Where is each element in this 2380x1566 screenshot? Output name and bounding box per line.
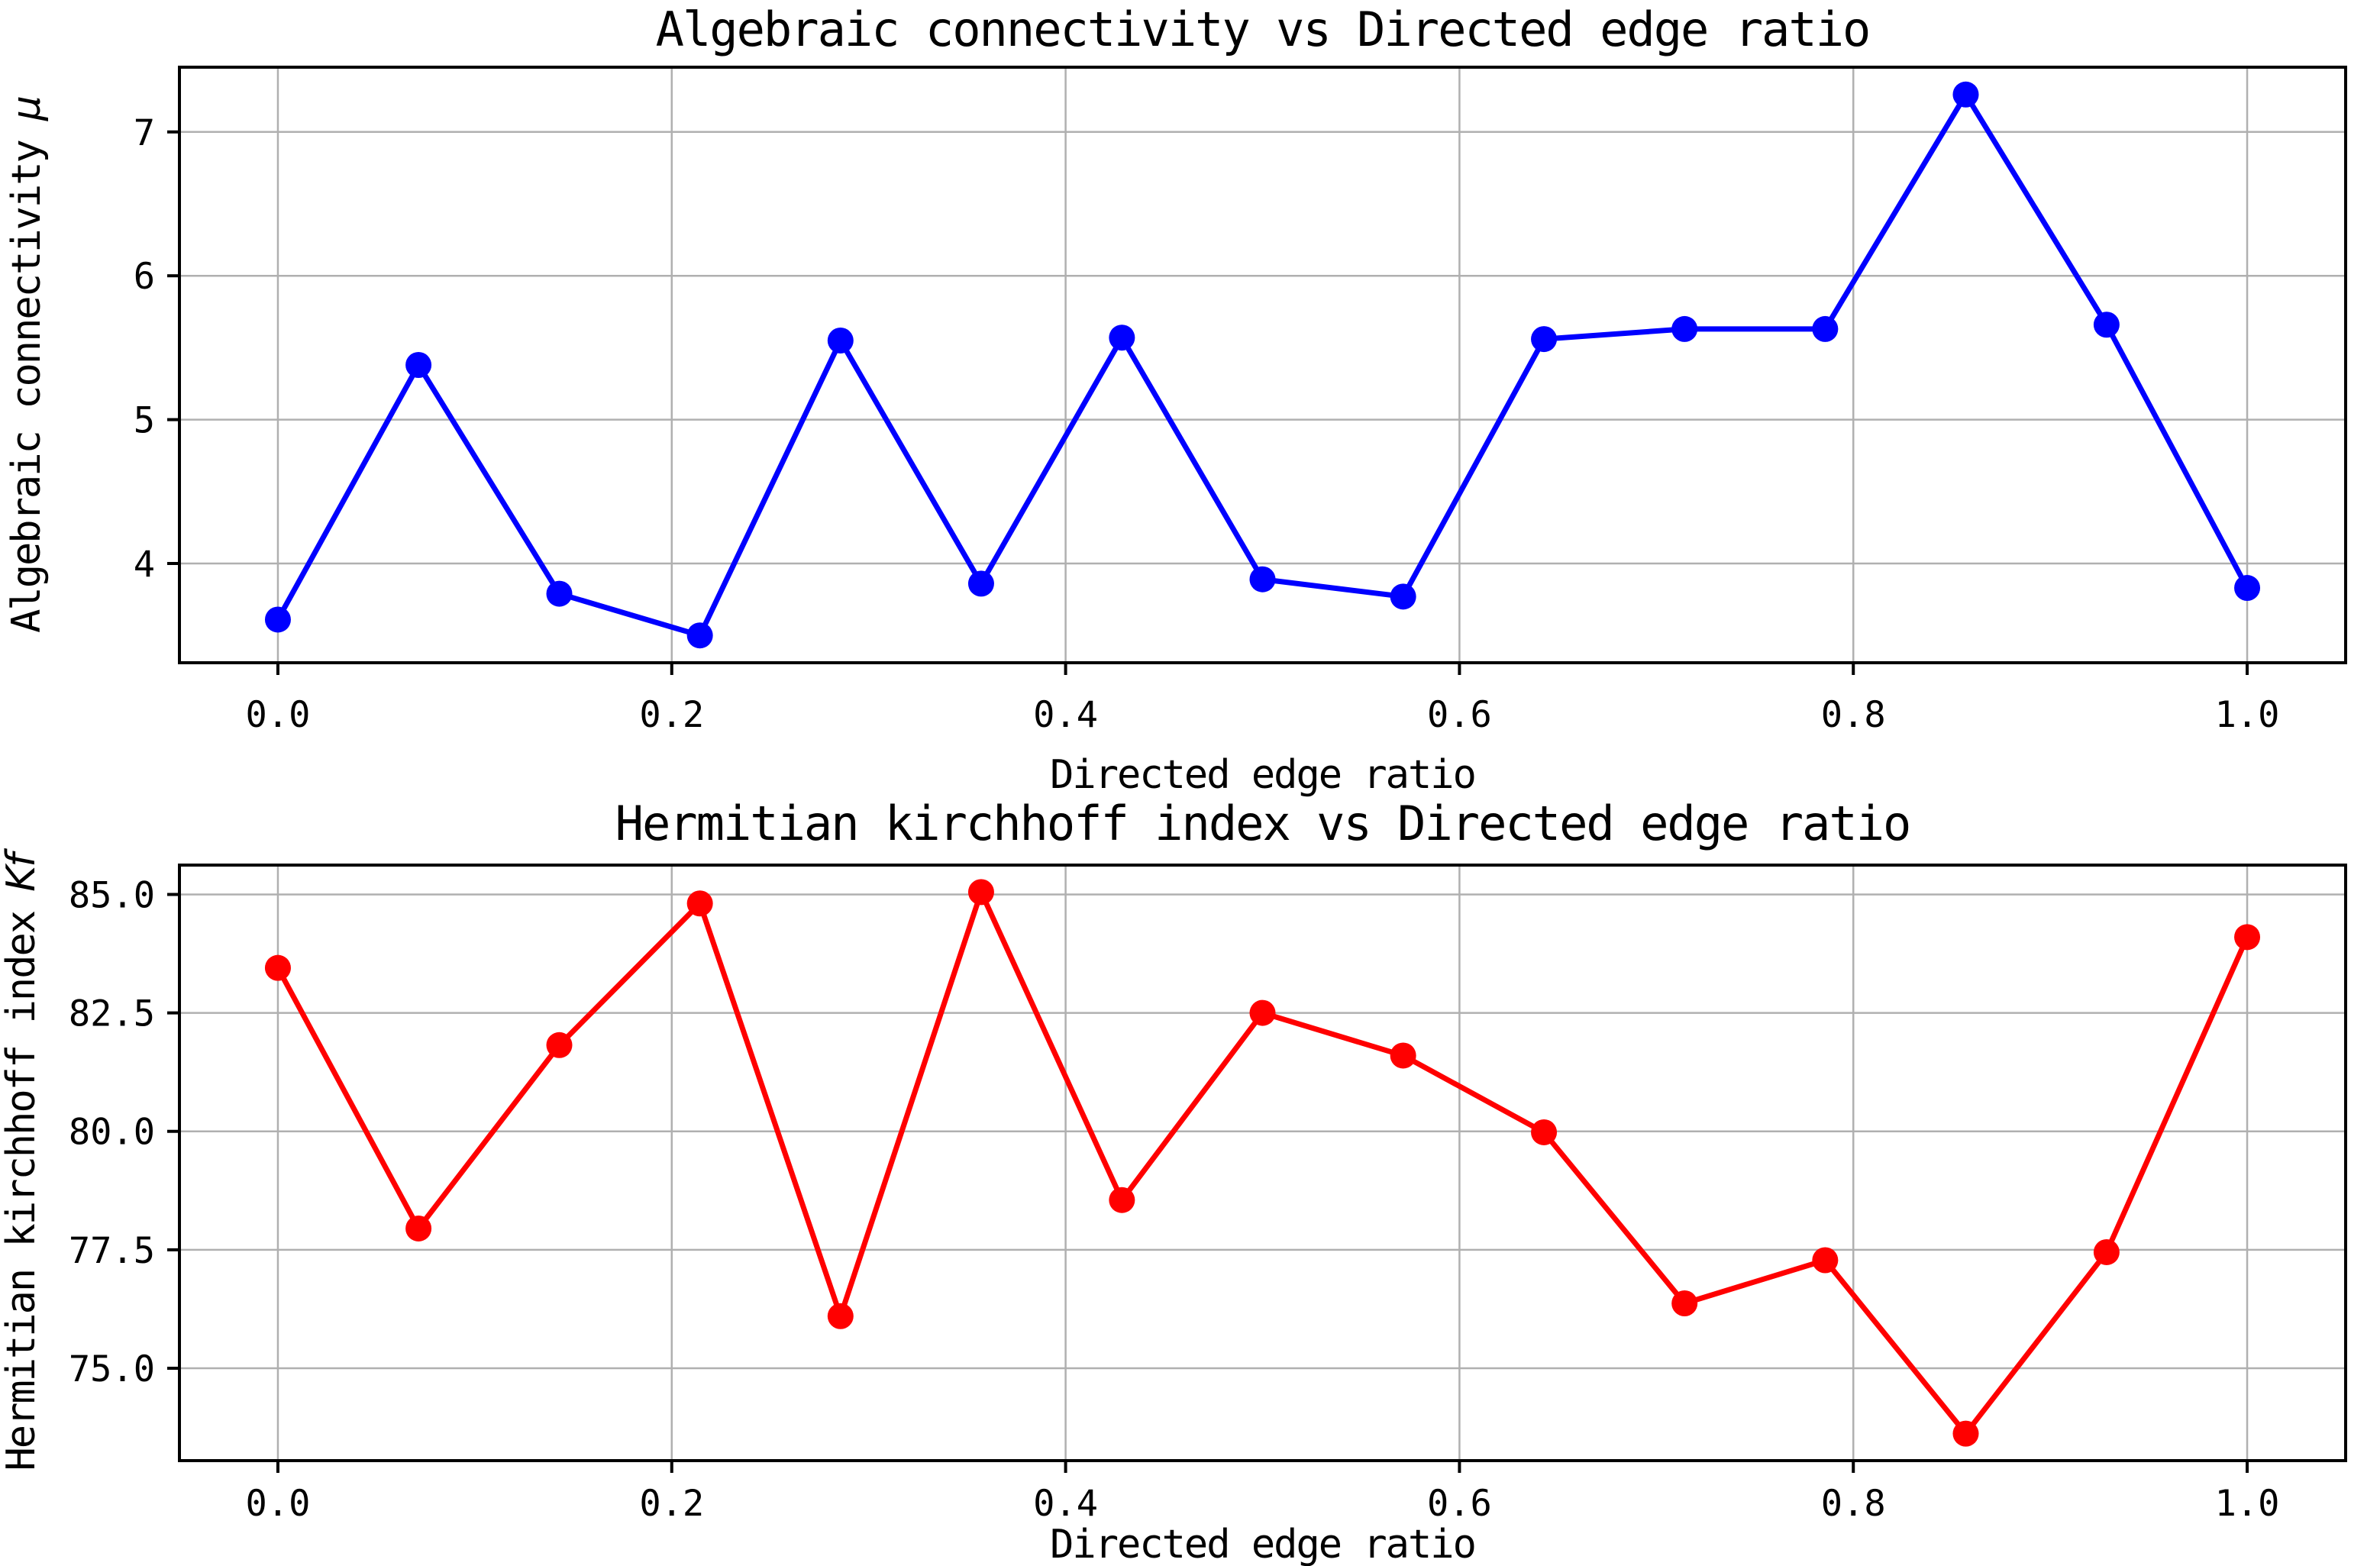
data-point [1109, 325, 1135, 351]
data-point [546, 580, 573, 607]
data-point [1249, 999, 1276, 1026]
y-axis-label-top: Algebraic connectivityμ [4, 97, 50, 633]
data-point [1952, 81, 1979, 108]
data-point [1812, 315, 1839, 342]
data-point [1952, 1420, 1979, 1447]
x-tick-label: 1.0 [2215, 694, 2280, 736]
data-series-top [264, 81, 2261, 649]
x-tick-label: 0.8 [1821, 1483, 1886, 1525]
data-point [2093, 312, 2120, 338]
data-point [1812, 1247, 1839, 1274]
data-point [1531, 1119, 1558, 1145]
y-tick-label: 7 [134, 112, 155, 154]
plot-frame-top [178, 66, 2347, 664]
x-tick-label: 0.4 [1033, 1483, 1098, 1525]
chart-title-top: Algebraic connectivity vs Directed edge … [656, 2, 1870, 57]
data-point [967, 570, 994, 597]
data-point [1249, 566, 1276, 592]
data-point [405, 352, 432, 378]
y-tick-label: 85.0 [69, 874, 155, 916]
hermitian-kirchhoff-index-line [275, 889, 2250, 1437]
y-tick-label: 6 [134, 256, 155, 298]
data-point [686, 622, 713, 649]
y-tick-label: 77.5 [69, 1230, 155, 1272]
algebraic-connectivity-chart: 0.0 0.2 0.4 0.6 0.8 1.0 4 5 6 7 Algebraic connect… [4, 2, 2347, 798]
data-point [827, 327, 854, 354]
x-tick-label: 0.6 [1427, 694, 1492, 736]
y-tick-label: 82.5 [69, 993, 155, 1035]
data-point [1109, 1187, 1135, 1213]
x-tick-label: 0.4 [1033, 694, 1098, 736]
axis-ticks-top [167, 130, 2249, 675]
data-point [1531, 326, 1558, 353]
y-tick-label: 4 [134, 544, 155, 586]
data-point [546, 1032, 573, 1058]
x-tick-label: 0.2 [639, 1483, 704, 1525]
data-point [405, 1215, 432, 1241]
data-point [1390, 1042, 1416, 1069]
y-tick-label: 75.0 [69, 1348, 155, 1390]
x-tick-label: 1.0 [2215, 1483, 2280, 1525]
x-tick-label: 0.0 [246, 694, 311, 736]
data-point [827, 1303, 854, 1329]
y-tick-label: 5 [134, 400, 155, 442]
chart-title-bottom: Hermitian kirchhoff index vs Directed ed… [615, 796, 1910, 851]
x-tick-label: 0.8 [1821, 694, 1886, 736]
tick-labels-bottom: 0.0 0.2 0.4 0.6 0.8 1.0 75.0 77.5 80.0 82.5 85.0 [69, 874, 2280, 1525]
data-series-bottom [264, 879, 2261, 1447]
gridlines-bottom [179, 865, 2346, 1461]
data-point [2093, 1238, 2120, 1265]
hermitian-kirchhoff-chart: 0.0 0.2 0.4 0.6 0.8 1.0 75.0 77.5 80.0 82.5 85.0 H… [0, 796, 2347, 1566]
x-axis-label-top: Directed edge ratio [1050, 752, 1475, 798]
tick-labels-top: 0.0 0.2 0.4 0.6 0.8 1.0 4 5 6 7 [134, 112, 2280, 736]
axis-ticks-bottom [167, 893, 2249, 1473]
algebraic-connectivity-line [275, 92, 2250, 638]
data-point [1671, 1290, 1698, 1316]
x-axis-label-bottom: Directed edge ratio [1050, 1522, 1475, 1566]
data-point [2234, 924, 2261, 951]
data-point [686, 890, 713, 917]
x-tick-label: 0.0 [246, 1483, 311, 1525]
data-point [1390, 583, 1416, 610]
data-point [264, 954, 291, 981]
data-point [967, 879, 994, 906]
y-axis-label-bottom: Hermitian kirchhoff indexKf [0, 848, 44, 1471]
data-point [264, 606, 291, 633]
y-tick-label: 80.0 [69, 1112, 155, 1154]
x-tick-label: 0.6 [1427, 1483, 1492, 1525]
data-point [2234, 575, 2261, 602]
data-point [1671, 315, 1698, 342]
x-tick-label: 0.2 [639, 694, 704, 736]
plot-frame-bottom [178, 864, 2347, 1462]
